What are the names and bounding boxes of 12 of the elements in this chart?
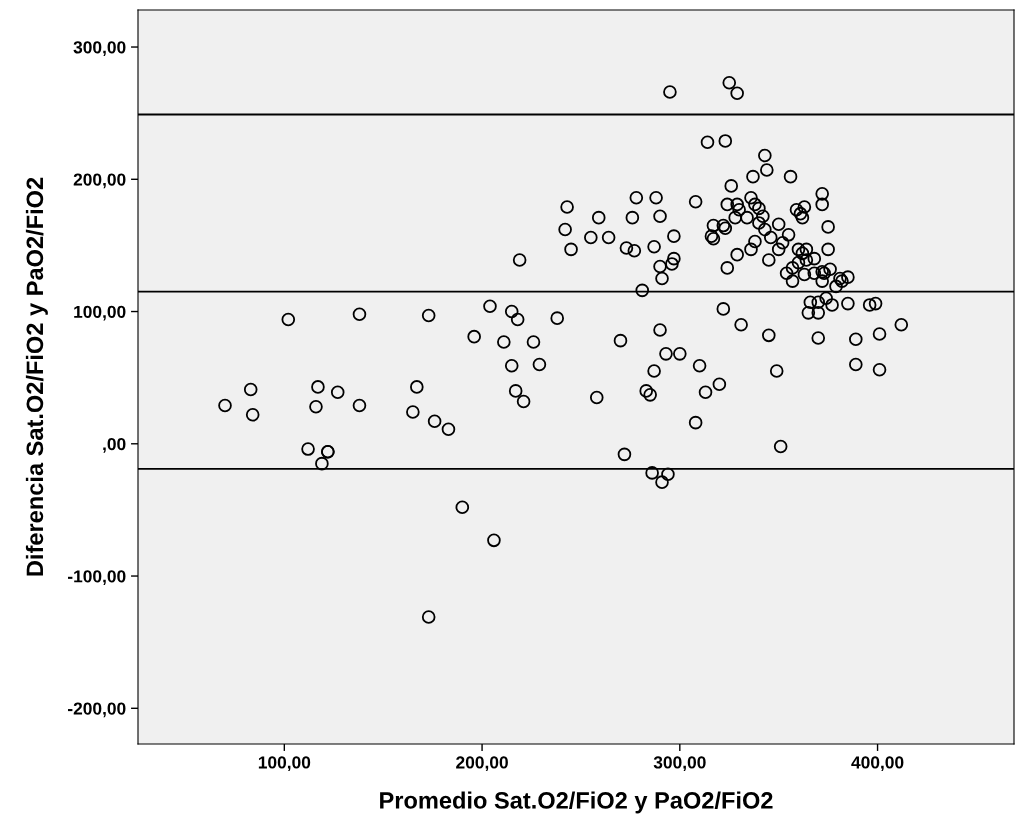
x-tick-label: 100,00: [258, 756, 311, 772]
y-tick-label: -200,00: [68, 702, 126, 718]
y-tick-label: 200,00: [73, 173, 126, 189]
y-axis-title: Diferencia Sat.O2/FiO2 y PaO2/FiO2: [25, 177, 48, 576]
y-tick-label: -100,00: [68, 570, 126, 586]
y-tick-label: 100,00: [74, 305, 126, 321]
x-axis-title: Promedio Sat.O2/FiO2 y PaO2/FiO2: [380, 791, 773, 814]
y-tick-label: ,00: [103, 437, 126, 453]
y-tick-label: 300,00: [73, 41, 126, 57]
x-tick-label: 200,00: [456, 756, 508, 772]
x-tick-label: 300,00: [653, 756, 706, 772]
x-tick-label: 400,00: [851, 756, 904, 772]
